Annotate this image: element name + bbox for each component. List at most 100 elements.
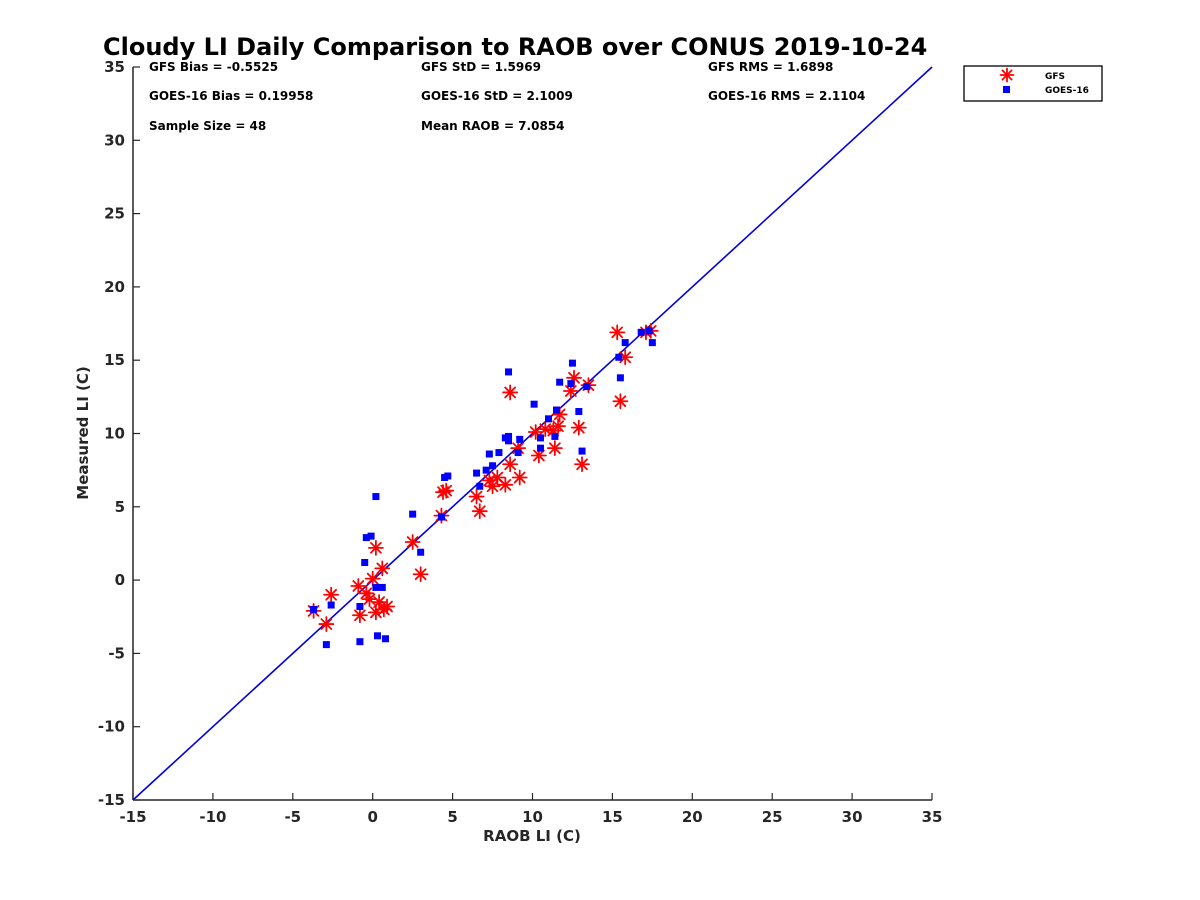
goes16-point xyxy=(485,450,493,458)
y-tick-label: -15 xyxy=(98,791,125,809)
x-tick-label: -15 xyxy=(119,808,146,826)
gfs-point xyxy=(546,440,563,457)
goes16-point xyxy=(373,632,381,640)
one-to-one-reference-line xyxy=(132,66,933,801)
goes16-point xyxy=(616,374,624,382)
gfs-point xyxy=(550,418,566,435)
gfs-point xyxy=(358,585,375,602)
goes16-point xyxy=(578,447,586,455)
x-axis-ticks: -15 -10 -5 0 5 10 15 20 25 30 35 xyxy=(119,793,942,826)
gfs-point xyxy=(502,456,519,473)
gfs-point xyxy=(612,393,629,410)
y-tick-label: 35 xyxy=(104,58,125,76)
gfs-point xyxy=(412,566,429,583)
goes16-point xyxy=(615,353,623,361)
legend-gfs-asterisk-marker xyxy=(999,67,1015,83)
goes16-point xyxy=(575,408,583,416)
gfs-point xyxy=(379,598,395,615)
goes16-point xyxy=(367,532,375,540)
gfs-point xyxy=(468,488,485,505)
goes16-point xyxy=(356,602,364,610)
goes16-series xyxy=(310,327,656,649)
gfs-point xyxy=(438,482,455,499)
goes16-point xyxy=(417,548,425,556)
goes16-point xyxy=(444,472,452,480)
x-axis-label: RAOB LI (C) xyxy=(483,827,581,845)
x-tick-label: 35 xyxy=(922,808,943,826)
legend-goes16-square-marker xyxy=(1003,86,1010,93)
y-axis-label: Measured LI (C) xyxy=(74,366,92,499)
y-tick-label: 10 xyxy=(104,425,125,443)
y-tick-label: 5 xyxy=(115,498,125,516)
gfs-point xyxy=(364,570,381,587)
legend-goes16-label: GOES-16 xyxy=(1045,86,1089,96)
gfs-point xyxy=(323,586,340,603)
y-tick-label: 25 xyxy=(104,205,125,223)
gfs-point xyxy=(489,469,506,486)
stat-text: GOES-16 RMS = 2.1104 xyxy=(708,89,865,103)
goes16-point xyxy=(482,466,490,474)
goes16-point xyxy=(567,380,575,388)
x-tick-label: 20 xyxy=(682,808,703,826)
x-tick-label: 5 xyxy=(447,808,457,826)
gfs-point xyxy=(570,419,587,436)
goes16-point xyxy=(356,638,364,646)
goes16-point xyxy=(621,339,629,347)
x-tick-label: 25 xyxy=(762,808,783,826)
goes16-point xyxy=(530,400,538,408)
goes16-point xyxy=(648,339,656,347)
gfs-point xyxy=(361,591,378,608)
gfs-series xyxy=(305,322,659,632)
gfs-point xyxy=(574,456,590,473)
y-tick-label: 15 xyxy=(104,351,125,369)
y-tick-label: 20 xyxy=(104,278,125,296)
goes16-point xyxy=(516,435,524,443)
goes16-point xyxy=(551,432,559,440)
goes16-point xyxy=(514,449,522,457)
goes16-point xyxy=(645,327,653,335)
y-tick-label: 0 xyxy=(115,571,125,589)
stat-text: Sample Size = 48 xyxy=(149,119,266,133)
goes16-point xyxy=(505,368,513,376)
goes16-point xyxy=(505,432,513,440)
goes16-point xyxy=(362,534,370,542)
goes16-point xyxy=(437,513,445,521)
gfs-point xyxy=(404,534,421,550)
gfs-point xyxy=(511,469,528,486)
gfs-point xyxy=(367,539,384,556)
x-tick-label: 15 xyxy=(602,808,623,826)
x-tick-label: -10 xyxy=(199,808,226,826)
goes16-point xyxy=(473,469,481,477)
goes16-point xyxy=(310,605,318,613)
statistics-annotations: GFS Bias = -0.5525 GFS StD = 1.5969 GFS RM… xyxy=(149,60,865,133)
y-axis-ticks: -15 -10 -5 0 5 10 15 20 25 30 35 xyxy=(98,58,140,809)
stat-text: GFS RMS = 1.6898 xyxy=(708,60,833,74)
legend-gfs-label: GFS xyxy=(1045,72,1065,82)
legend-box xyxy=(963,65,1103,102)
y-tick-label: -10 xyxy=(98,718,125,736)
goes16-point xyxy=(544,415,552,423)
goes16-point xyxy=(583,383,591,391)
legend: GFS GOES-16 xyxy=(963,65,1103,102)
gfs-point xyxy=(352,607,368,624)
goes16-point xyxy=(322,641,330,649)
chart-title: Cloudy LI Daily Comparison to RAOB over … xyxy=(103,33,927,61)
stat-text: GOES-16 StD = 2.1009 xyxy=(421,89,573,103)
goes16-point xyxy=(327,601,335,609)
y-tick-label: 30 xyxy=(104,131,125,149)
goes16-point xyxy=(556,378,564,386)
goes16-point xyxy=(381,635,389,643)
goes16-point xyxy=(552,406,560,414)
goes16-point xyxy=(568,359,576,367)
x-tick-label: 30 xyxy=(842,808,863,826)
goes16-point xyxy=(372,583,380,591)
gfs-point xyxy=(371,594,387,610)
gfs-point xyxy=(318,616,335,632)
goes16-point xyxy=(409,510,417,518)
gfs-point xyxy=(502,384,519,401)
goes16-point xyxy=(637,328,645,336)
x-tick-label: 0 xyxy=(367,808,377,826)
x-tick-label: 10 xyxy=(522,808,543,826)
goes16-point xyxy=(361,559,369,567)
